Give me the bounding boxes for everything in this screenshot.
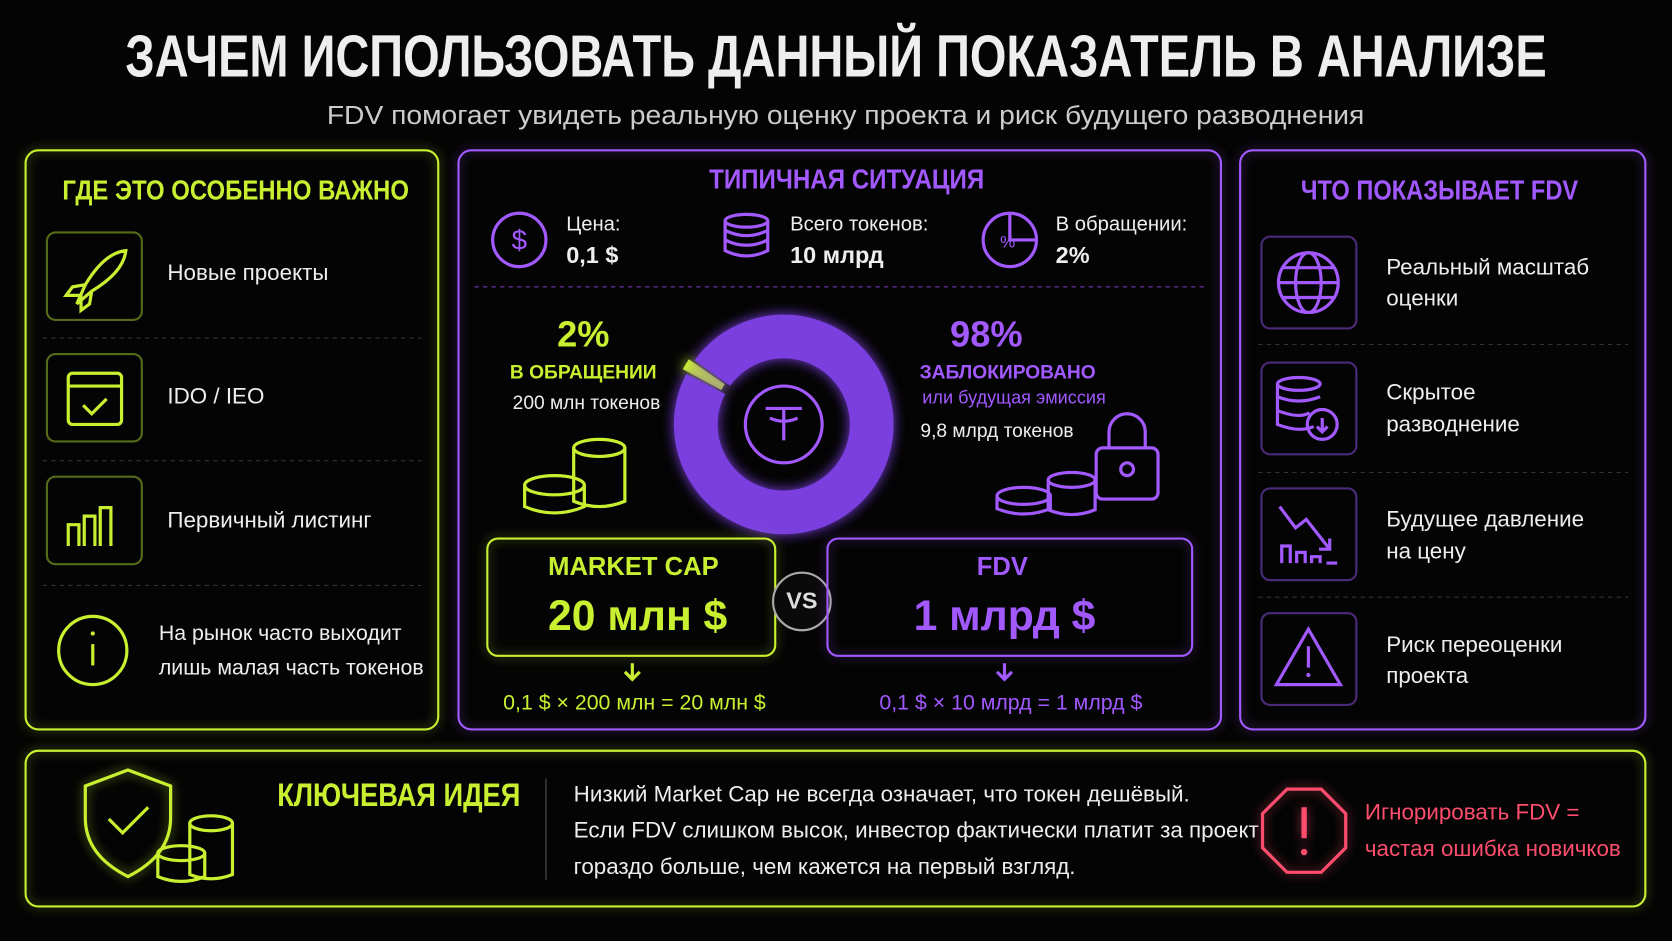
item: Новые проекты <box>167 260 328 285</box>
item: Риск переоценки <box>1386 632 1562 657</box>
body-text: гораздо больше, чем кажется на первый вз… <box>574 854 1076 879</box>
stat-label: Цена: <box>566 213 620 235</box>
vs-circle <box>772 571 832 632</box>
arrow <box>995 663 1014 682</box>
right-panel <box>1239 149 1647 731</box>
warning-text: частая ошибка новичков <box>1365 836 1621 861</box>
box-value: 1 млрд $ <box>914 592 1096 640</box>
item: оценки <box>1386 286 1458 311</box>
warning-text: Игнорировать FDV = <box>1365 800 1580 825</box>
warning-icon <box>1260 787 1348 874</box>
svg-text:%: % <box>1000 233 1015 252</box>
vs: VS <box>786 588 817 614</box>
stat-value: 2% <box>1056 242 1090 268</box>
panel-title: ЧТО ПОКАЗЫВАЕТ FDV <box>1301 174 1579 205</box>
body-text: Если FDV слишком высок, инвестор фактиче… <box>574 818 1259 843</box>
stat-label: В обращении: <box>1056 213 1188 235</box>
bottom-panel <box>24 749 1647 908</box>
segment-label: 2% <box>557 314 609 355</box>
stat-value: 10 млрд <box>790 242 884 268</box>
svg-text:$: $ <box>512 224 527 255</box>
segment-label: 98% <box>950 314 1023 355</box>
left-panel <box>24 149 440 731</box>
item: Первичный листинг <box>167 507 371 532</box>
coins <box>523 412 1160 517</box>
note: На рынок часто выходит <box>159 621 402 645</box>
formula: 0,1 $ × 10 млрд = 1 млрд $ <box>879 690 1142 714</box>
panel-title: ТИПИЧНАЯ СИТУАЦИЯ <box>709 164 984 195</box>
stat-icons: $ % <box>491 211 1039 269</box>
donut-center <box>743 384 824 465</box>
panel-title: ГДЕ ЭТО ОСОБЕННО ВАЖНО <box>62 174 409 205</box>
middle-panel <box>457 149 1223 731</box>
body-text: Низкий Market Cap не всегда означает, чт… <box>574 781 1190 806</box>
donut <box>673 314 894 535</box>
segment-subtitle: или будущая эмиссия <box>922 388 1106 408</box>
item: разводнение <box>1386 411 1520 436</box>
formula: 0,1 $ × 200 млн = 20 млн $ <box>503 690 766 714</box>
item: проекта <box>1386 663 1468 688</box>
arrow <box>623 663 641 682</box>
segment-title: В ОБРАЩЕНИИ <box>510 362 657 383</box>
item: IDO / IEO <box>167 384 264 409</box>
box-value: 20 млн $ <box>548 592 728 640</box>
box-title: MARKET CAP <box>548 553 719 581</box>
item: Скрытое <box>1386 379 1475 404</box>
subtitle: FDV помогает увидеть реальную оценку про… <box>327 102 1365 130</box>
stat-label: Всего токенов: <box>790 213 928 235</box>
item: на цену <box>1386 538 1466 563</box>
fdv-box <box>826 537 1194 657</box>
box-title: FDV <box>977 553 1028 581</box>
donut-segment <box>682 359 725 391</box>
title: ЗАЧЕМ ИСПОЛЬЗОВАТЬ ДАННЫЙ ПОКАЗАТЕЛЬ В А… <box>125 23 1546 90</box>
segment-detail: 9,8 млрд токенов <box>920 421 1073 442</box>
right-icons <box>1258 235 1629 706</box>
left-icons <box>42 231 422 687</box>
shield-icon <box>83 768 235 883</box>
note: лишь малая часть токенов <box>159 655 424 679</box>
donut-segment <box>673 314 894 535</box>
item: Реальный масштаб <box>1386 255 1589 280</box>
stat-value: 0,1 $ <box>566 242 618 268</box>
item: Будущее давление <box>1386 506 1584 531</box>
bottom-title: КЛЮЧЕВАЯ ИДЕЯ <box>277 777 520 813</box>
segment-title: ЗАБЛОКИРОВАНО <box>920 362 1096 383</box>
segment-detail: 200 млн токенов <box>513 393 661 414</box>
